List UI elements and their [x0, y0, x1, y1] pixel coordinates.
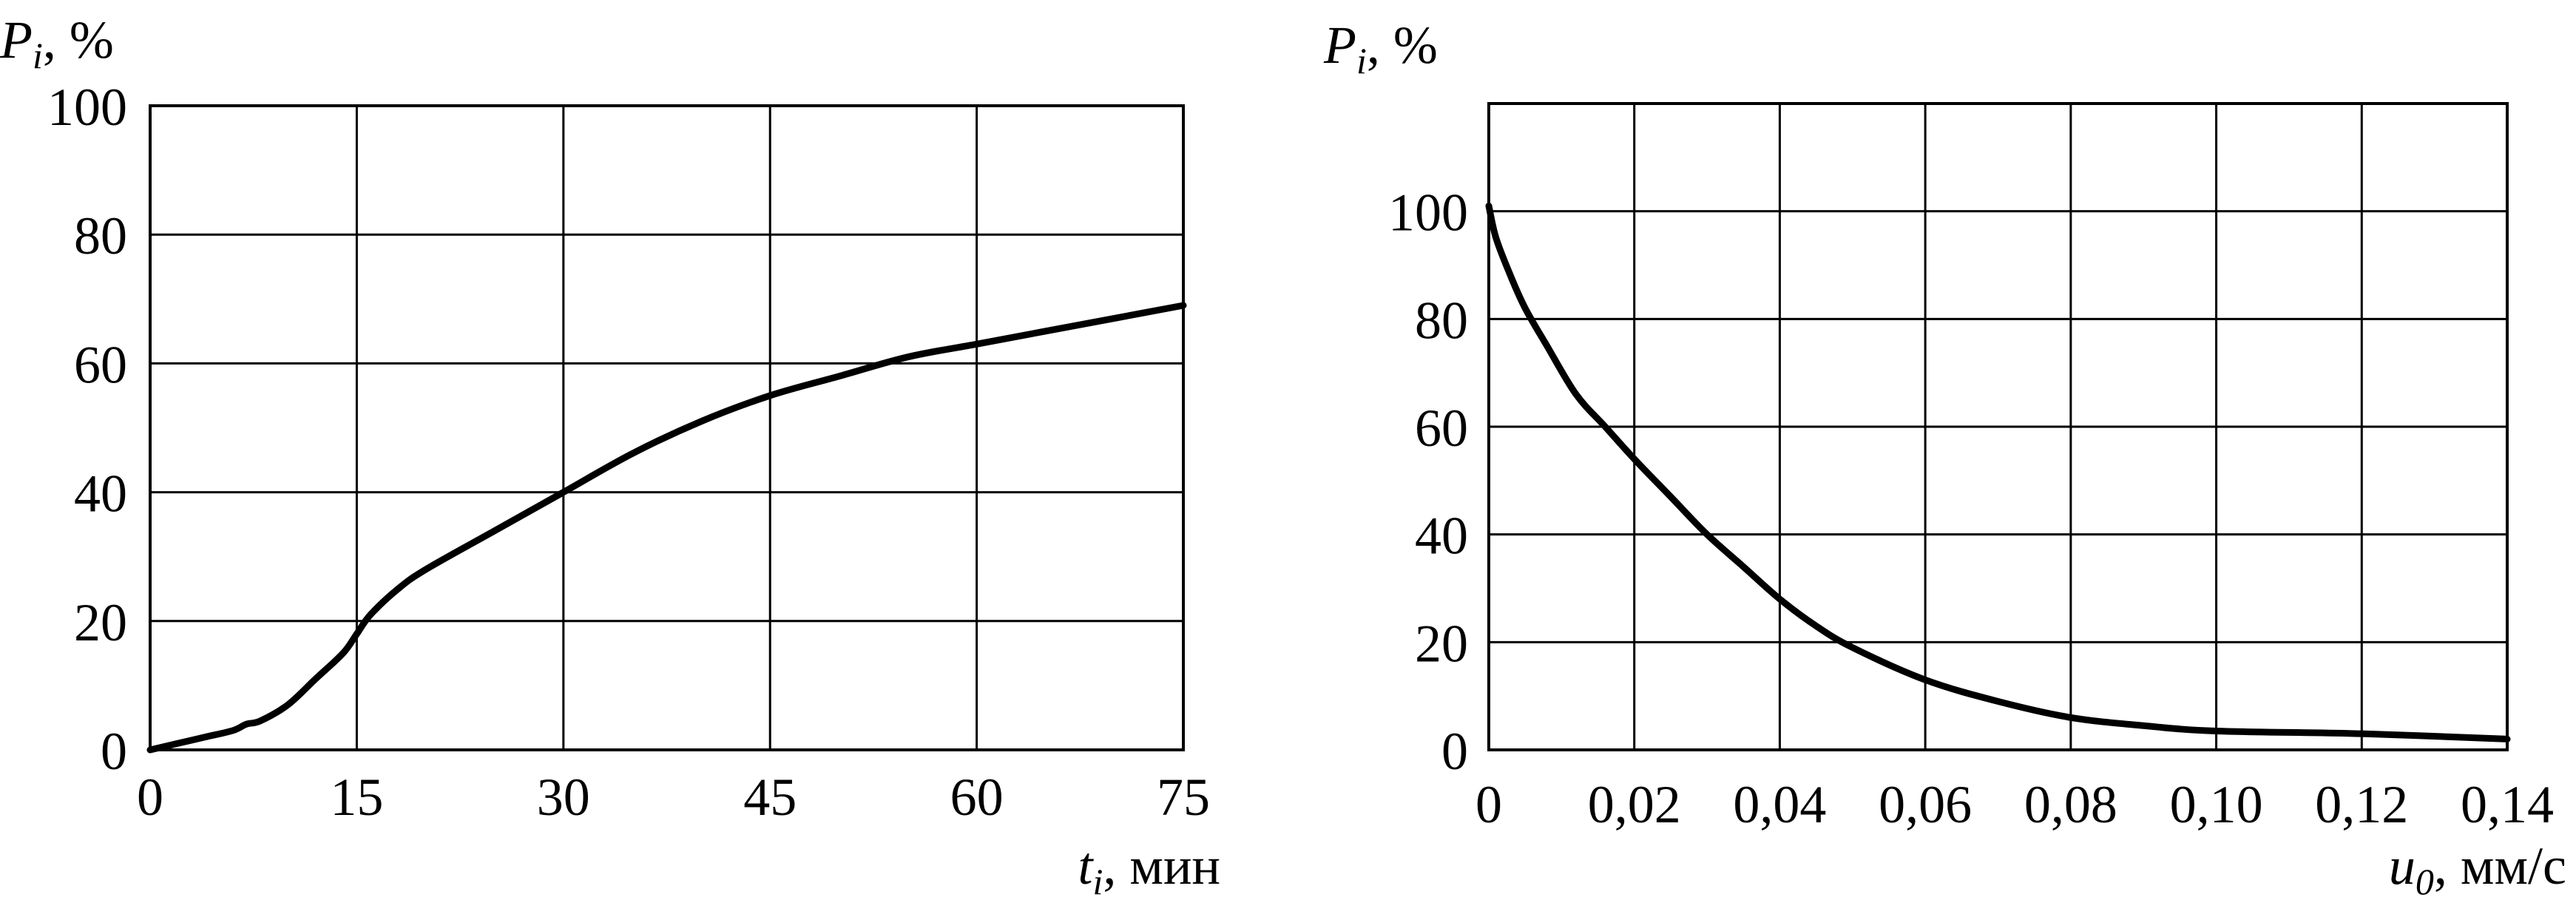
y-axis-title-symbol: P [0, 10, 33, 70]
x-tick-label-1: 15 [330, 768, 383, 827]
x-axis-title-subscript: 0 [2416, 861, 2434, 900]
x-tick-label-0: 0 [1475, 775, 1502, 834]
y-tick-label-1: 20 [74, 593, 127, 652]
x-axis-title: u0, мм/с [2389, 836, 2566, 900]
x-tick-label-4: 60 [950, 768, 1004, 827]
x-tick-label-4: 0,08 [2024, 775, 2117, 834]
y-tick-label-0: 0 [1441, 722, 1468, 781]
y-tick-label-2: 40 [1415, 507, 1468, 566]
x-tick-label-3: 45 [743, 768, 797, 827]
x-tick-label-3: 0,06 [1879, 775, 1972, 834]
x-tick-label-7: 0,14 [2461, 775, 2554, 834]
x-tick-label-2: 0,04 [1733, 775, 1826, 834]
x-axis-title-unit: , мин [1103, 836, 1220, 896]
chart-right: 0 0,02 0,04 0,06 0,08 0,10 0,12 0,14 0 20 40 60 80 10… [1323, 16, 2566, 900]
y-tick-label-0: 0 [101, 722, 127, 781]
x-tick-label-0: 0 [137, 768, 163, 827]
y-tick-label-3: 60 [74, 335, 127, 394]
y-axis-title-subscript: i [1356, 40, 1367, 81]
x-axis-title: ti, мин [1078, 836, 1220, 900]
series-line-0 [1485, 202, 2511, 742]
y-axis-title-symbol: P [1323, 16, 1356, 75]
y-axis-title: Pi, % [1323, 16, 1438, 81]
x-axis-title-subscript: i [1092, 861, 1103, 900]
x-tick-label-5: 0,10 [2170, 775, 2263, 834]
plot-frame [149, 104, 1185, 751]
x-tick-label-1: 0,02 [1588, 775, 1681, 834]
y-tick-label-2: 40 [74, 464, 127, 524]
y-axis-title-subscript: i [33, 35, 43, 76]
y-axis-title-unit: , % [43, 10, 114, 70]
x-tick-label-2: 30 [537, 768, 590, 827]
x-axis-title-unit: , мм/с [2434, 836, 2566, 896]
y-tick-label-5: 100 [47, 78, 127, 137]
y-tick-label-3: 60 [1415, 399, 1468, 458]
y-tick-label-4: 80 [74, 206, 127, 265]
x-axis-title-symbol: t [1078, 836, 1094, 896]
y-axis-title-unit: , % [1367, 16, 1438, 75]
y-tick-label-4: 80 [1415, 291, 1468, 350]
y-axis-title: Pi, % [0, 10, 114, 76]
x-tick-label-5: 75 [1157, 768, 1210, 827]
y-tick-label-1: 20 [1415, 614, 1468, 673]
y-tick-label-5: 100 [1388, 183, 1468, 243]
x-tick-label-6: 0,12 [2315, 775, 2408, 834]
x-axis-title-symbol: u [2389, 836, 2416, 896]
plot-frame [1487, 102, 2509, 751]
series-line-0 [146, 302, 1187, 754]
